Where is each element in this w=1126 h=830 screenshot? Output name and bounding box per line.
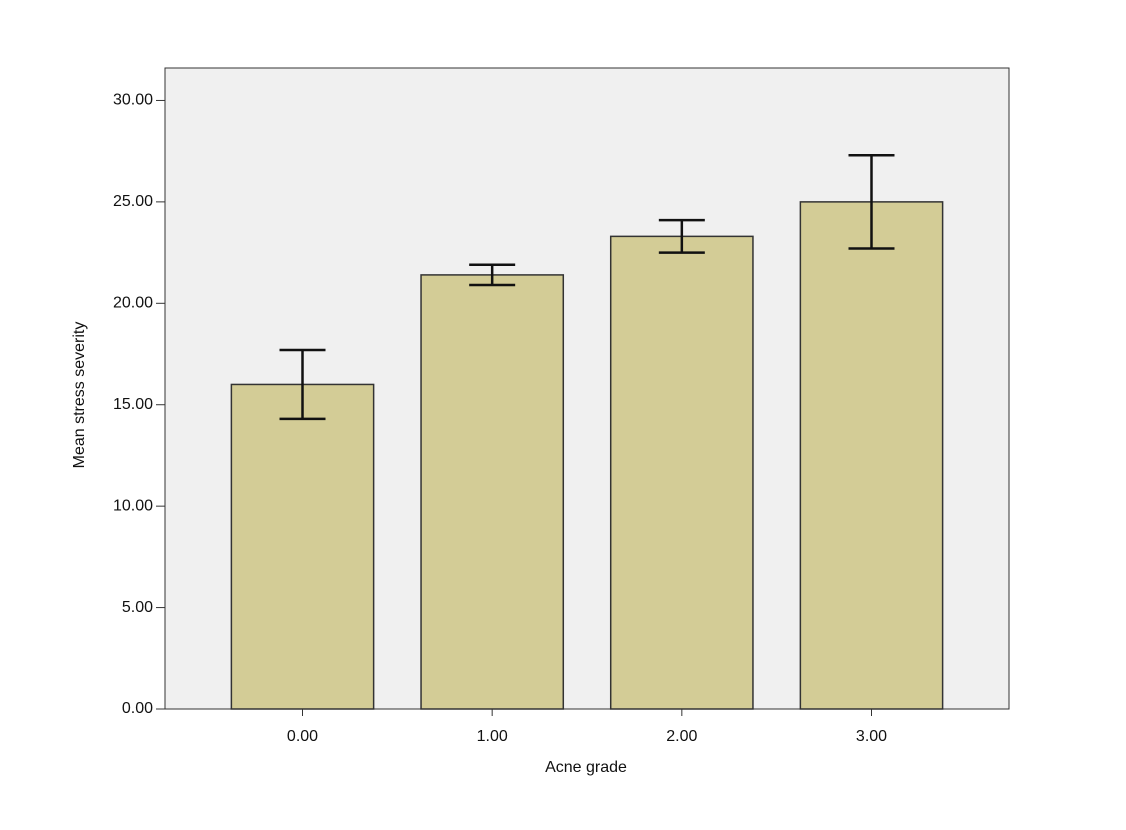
x-tick-label: 3.00: [856, 728, 887, 745]
bar: [420, 274, 565, 710]
bar: [799, 201, 944, 710]
y-tick-label: 20.00: [113, 295, 153, 312]
y-axis-label: Mean stress severity: [71, 322, 88, 469]
x-tick-label: 0.00: [287, 728, 318, 745]
y-tick-label: 10.00: [113, 497, 153, 514]
x-tick-label: 2.00: [666, 728, 697, 745]
error-bar: [658, 218, 705, 254]
x-tick-label: 1.00: [477, 728, 508, 745]
error-bar: [279, 348, 326, 421]
y-tick-label: 5.00: [122, 599, 153, 616]
error-bar: [848, 153, 895, 250]
y-tick-label: 30.00: [113, 92, 153, 109]
y-tick-label: 0.00: [122, 700, 153, 717]
y-tick-label: 15.00: [113, 396, 153, 413]
bar: [230, 383, 375, 710]
bar: [609, 235, 754, 710]
y-tick-label: 25.00: [113, 193, 153, 210]
error-bar: [469, 263, 516, 287]
x-axis-label: Acne grade: [545, 759, 627, 776]
